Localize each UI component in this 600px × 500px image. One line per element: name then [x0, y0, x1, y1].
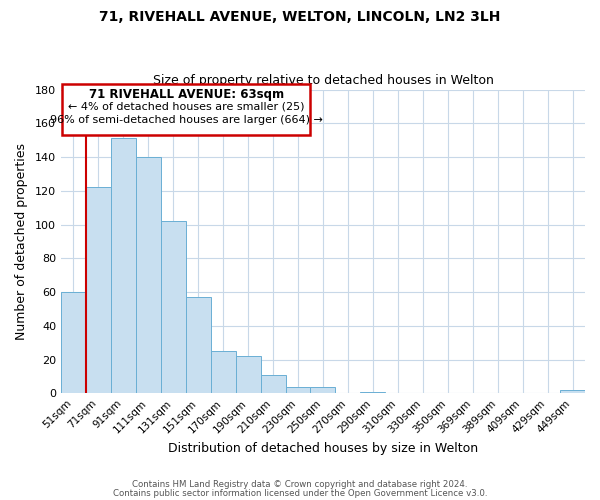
- Bar: [286, 386, 310, 394]
- Text: 96% of semi-detached houses are larger (664) →: 96% of semi-detached houses are larger (…: [50, 115, 323, 125]
- Text: Contains HM Land Registry data © Crown copyright and database right 2024.: Contains HM Land Registry data © Crown c…: [132, 480, 468, 489]
- Bar: [161, 221, 186, 394]
- Bar: [260, 375, 286, 394]
- Bar: [560, 390, 585, 394]
- Bar: [136, 157, 161, 394]
- Bar: [310, 386, 335, 394]
- Bar: [61, 292, 86, 394]
- Bar: [236, 356, 260, 394]
- Text: ← 4% of detached houses are smaller (25): ← 4% of detached houses are smaller (25): [68, 102, 305, 112]
- X-axis label: Distribution of detached houses by size in Welton: Distribution of detached houses by size …: [168, 442, 478, 455]
- Y-axis label: Number of detached properties: Number of detached properties: [15, 143, 28, 340]
- Title: Size of property relative to detached houses in Welton: Size of property relative to detached ho…: [152, 74, 493, 87]
- Bar: [86, 188, 111, 394]
- Bar: [211, 351, 236, 394]
- Text: Contains public sector information licensed under the Open Government Licence v3: Contains public sector information licen…: [113, 488, 487, 498]
- Text: 71 RIVEHALL AVENUE: 63sqm: 71 RIVEHALL AVENUE: 63sqm: [89, 88, 284, 101]
- Bar: [111, 138, 136, 394]
- Bar: [62, 84, 310, 135]
- Text: 71, RIVEHALL AVENUE, WELTON, LINCOLN, LN2 3LH: 71, RIVEHALL AVENUE, WELTON, LINCOLN, LN…: [100, 10, 500, 24]
- Bar: [186, 297, 211, 394]
- Bar: [361, 392, 385, 394]
